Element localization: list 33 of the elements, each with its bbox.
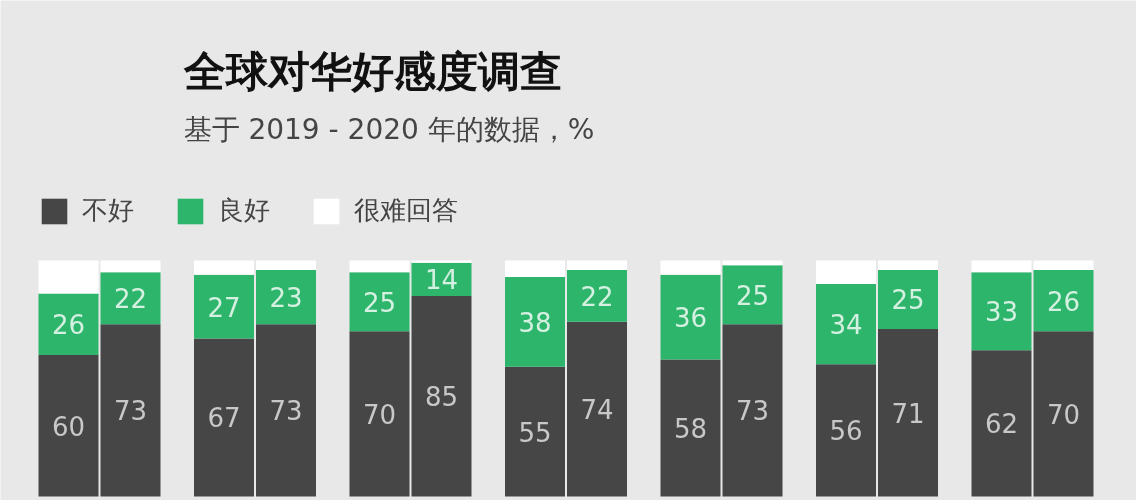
data-label: 34 xyxy=(829,310,863,341)
data-label: 14 xyxy=(424,265,459,296)
data-label: 23 xyxy=(269,283,303,314)
legend-label: 很难回答 xyxy=(354,194,458,227)
data-label: 58 xyxy=(673,414,708,445)
data-label: 22 xyxy=(580,281,614,312)
legend-label: 良好 xyxy=(218,194,270,227)
data-label: 36 xyxy=(673,303,708,334)
data-label: 27 xyxy=(207,292,241,323)
data-label: 70 xyxy=(362,399,397,430)
data-label: 67 xyxy=(207,403,241,434)
data-label: 62 xyxy=(984,409,1019,440)
data-label: 71 xyxy=(891,398,925,429)
data-label: 26 xyxy=(51,310,86,341)
data-label: 74 xyxy=(580,395,614,426)
data-label: 85 xyxy=(424,382,459,413)
data-label: 56 xyxy=(829,416,863,447)
chart-subtitle: 基于 2019 - 2020 年的数据，% xyxy=(183,112,595,146)
data-label: 22 xyxy=(113,284,148,315)
data-label: 73 xyxy=(735,396,770,427)
data-label: 60 xyxy=(51,411,86,442)
legend-label: 不好 xyxy=(82,194,134,227)
data-label: 38 xyxy=(518,307,552,338)
chart-title: 全球对华好感度调查 xyxy=(182,46,562,96)
data-label: 26 xyxy=(1046,286,1081,317)
data-label: 25 xyxy=(362,287,397,318)
data-label: 55 xyxy=(518,417,552,448)
data-label: 33 xyxy=(984,297,1019,328)
data-label: 25 xyxy=(891,285,925,316)
data-label: 70 xyxy=(1046,399,1081,430)
data-label: 25 xyxy=(735,280,770,311)
data-label: 73 xyxy=(269,396,303,427)
data-label: 73 xyxy=(113,396,148,427)
